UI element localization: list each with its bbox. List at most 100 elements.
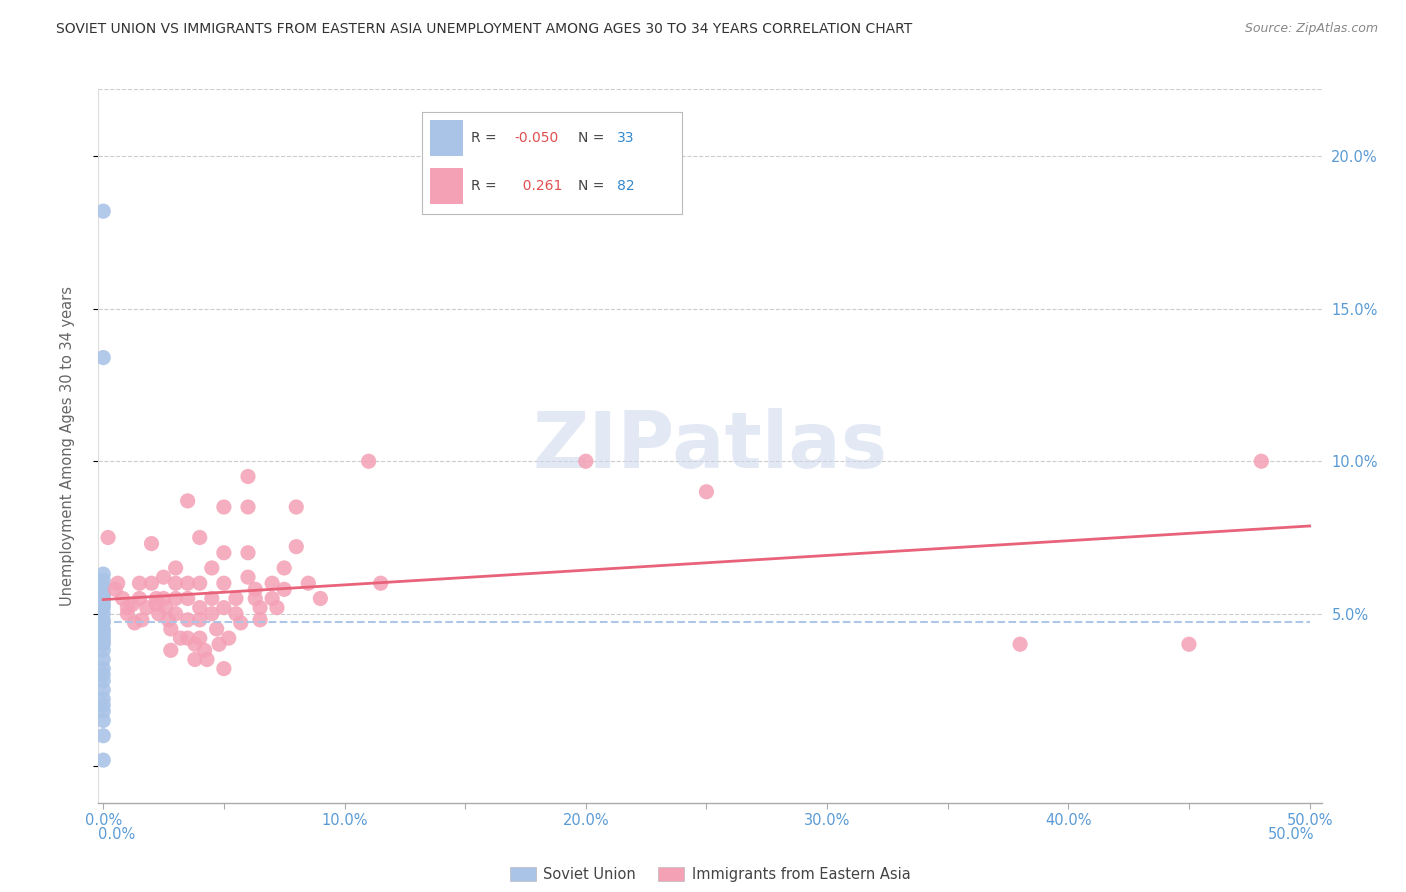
Point: [91, 567, 114, 582]
Text: 82: 82: [617, 179, 634, 193]
Point: [165, 576, 187, 591]
Point: [97, 531, 120, 545]
Point: [188, 600, 211, 615]
Point: [1010, 637, 1032, 651]
Point: [208, 637, 231, 651]
Point: [285, 500, 308, 514]
Point: [184, 637, 207, 651]
Point: [91, 600, 114, 615]
Y-axis label: Unemployment Among Ages 30 to 34 years: Unemployment Among Ages 30 to 34 years: [60, 286, 75, 606]
Point: [91, 594, 114, 608]
Point: [145, 598, 167, 612]
Point: [201, 591, 224, 606]
Point: [169, 631, 191, 645]
Point: [91, 662, 114, 676]
Point: [212, 600, 235, 615]
Point: [121, 598, 143, 612]
Point: [218, 631, 240, 645]
Point: [236, 469, 259, 483]
Point: [131, 613, 153, 627]
Point: [188, 576, 211, 591]
Text: Source: ZipAtlas.com: Source: ZipAtlas.com: [1244, 22, 1378, 36]
Point: [249, 613, 271, 627]
Point: [91, 573, 114, 587]
Point: [273, 561, 295, 575]
Point: [225, 607, 247, 621]
Text: 50.0%: 50.0%: [1268, 827, 1315, 841]
Point: [176, 631, 198, 645]
Point: [236, 570, 259, 584]
Point: [91, 704, 114, 718]
Point: [91, 637, 114, 651]
Point: [91, 673, 114, 688]
Point: [262, 591, 284, 606]
Text: -0.050: -0.050: [515, 130, 558, 145]
Point: [91, 613, 114, 627]
Point: [212, 662, 235, 676]
Point: [91, 585, 114, 599]
Point: [91, 729, 114, 743]
Point: [124, 615, 146, 630]
Point: [266, 600, 288, 615]
Point: [91, 607, 114, 621]
Point: [91, 204, 114, 219]
Point: [91, 591, 114, 606]
Text: ZIPatlas: ZIPatlas: [533, 408, 887, 484]
Point: [91, 351, 114, 365]
Point: [159, 622, 181, 636]
Point: [297, 576, 319, 591]
Point: [357, 454, 380, 468]
Point: [188, 631, 211, 645]
Point: [155, 600, 177, 615]
Point: [91, 615, 114, 630]
Point: [165, 607, 187, 621]
Point: [236, 500, 259, 514]
Point: [225, 591, 247, 606]
Point: [262, 576, 284, 591]
Point: [117, 600, 139, 615]
Point: [201, 607, 224, 621]
Point: [176, 494, 198, 508]
Point: [91, 714, 114, 728]
Point: [141, 536, 163, 550]
Point: [145, 591, 167, 606]
Point: [176, 576, 198, 591]
Point: [148, 607, 170, 621]
Point: [229, 615, 252, 630]
Point: [212, 576, 235, 591]
Point: [91, 698, 114, 713]
Text: R =: R =: [471, 130, 501, 145]
Point: [91, 667, 114, 681]
Point: [176, 613, 198, 627]
Point: [695, 484, 717, 499]
Point: [91, 634, 114, 648]
Point: [273, 582, 295, 597]
Point: [194, 643, 217, 657]
Point: [91, 683, 114, 698]
Point: [188, 613, 211, 627]
Point: [184, 652, 207, 666]
Point: [575, 454, 598, 468]
Point: [91, 753, 114, 767]
Point: [245, 582, 267, 597]
Point: [195, 652, 218, 666]
Text: 0.0%: 0.0%: [98, 827, 135, 841]
Point: [212, 500, 235, 514]
Point: [236, 546, 259, 560]
Point: [128, 576, 150, 591]
Text: 33: 33: [617, 130, 634, 145]
Point: [91, 625, 114, 640]
Point: [128, 591, 150, 606]
Point: [107, 576, 129, 591]
Point: [201, 561, 224, 575]
Point: [104, 582, 127, 597]
Point: [285, 540, 308, 554]
Point: [91, 622, 114, 636]
Point: [157, 613, 180, 627]
Point: [165, 561, 187, 575]
Point: [135, 600, 157, 615]
Point: [212, 546, 235, 560]
Point: [91, 692, 114, 706]
Point: [91, 579, 114, 593]
Bar: [430, 168, 464, 204]
